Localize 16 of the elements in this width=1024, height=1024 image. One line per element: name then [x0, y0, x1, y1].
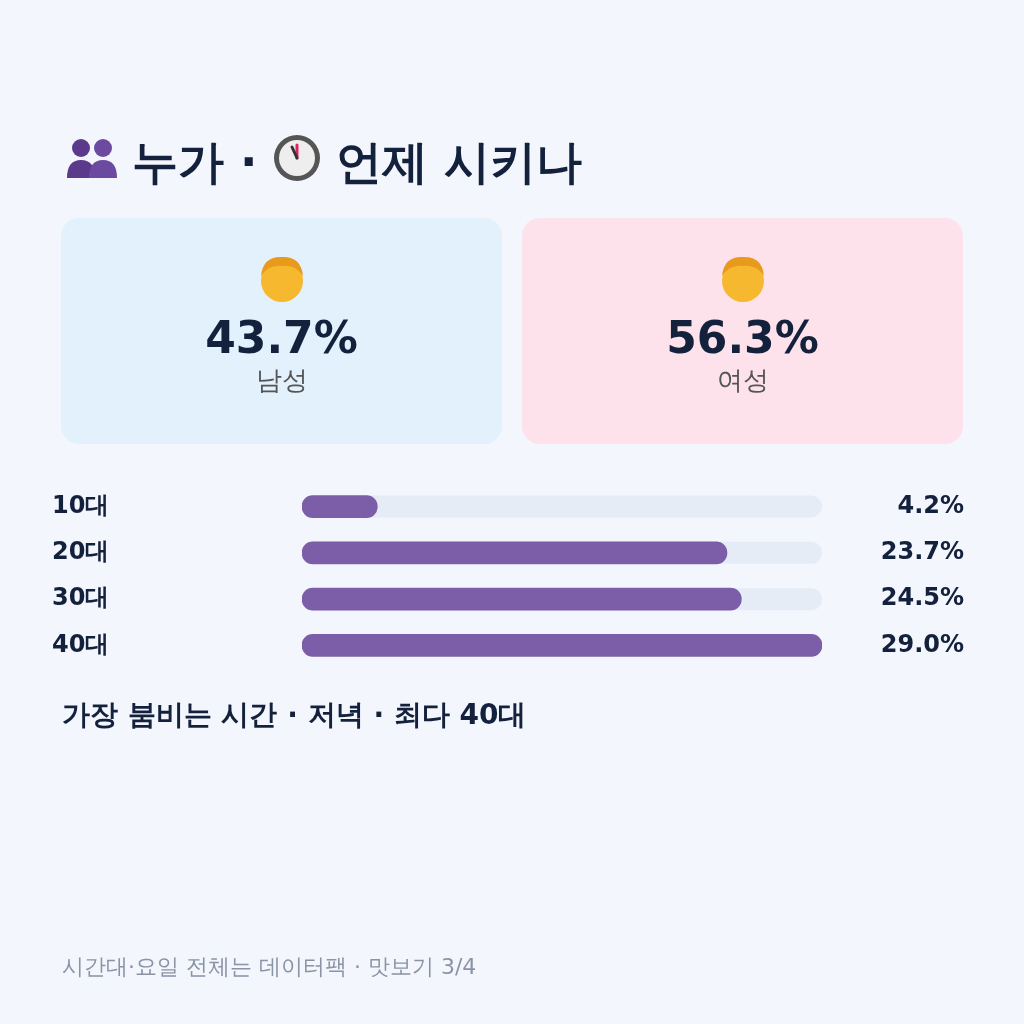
- data-label: 29.0%: [880, 629, 964, 658]
- text: 43.7%: [204, 312, 359, 363]
- data-label: 23.7%: [880, 537, 964, 566]
- text: 시간대·요일 전체는 데이터팩 · 맛보기 3/4: [62, 953, 477, 981]
- y-tick-label: 30대: [52, 583, 110, 612]
- y-tick-label: 10대: [52, 490, 110, 519]
- bar: [302, 495, 378, 518]
- text: 남성: [254, 364, 309, 397]
- text: 여성: [715, 364, 770, 397]
- data-label: 4.2%: [897, 490, 964, 519]
- chart-title: 누가 · 언제 시키나: [132, 135, 582, 189]
- text: 가장 붐비는 시간 · 저녁 · 최다 40대: [62, 697, 527, 733]
- text: 56.3%: [665, 312, 820, 363]
- data-label: 24.5%: [880, 583, 964, 612]
- y-tick-label: 40대: [52, 629, 110, 658]
- y-tick-label: 20대: [52, 537, 110, 566]
